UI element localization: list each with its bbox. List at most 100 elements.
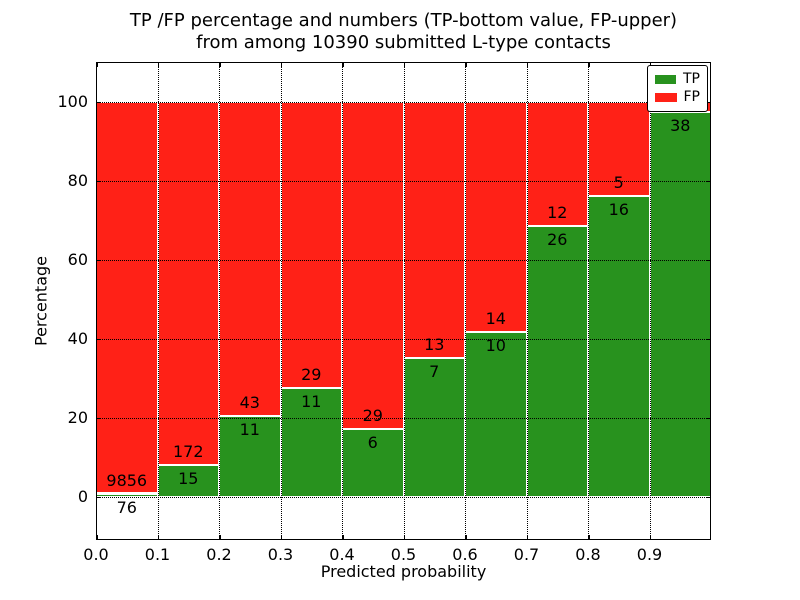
x-tick-mark <box>157 62 159 67</box>
tp-count-label: 15 <box>178 468 199 488</box>
x-tick-mark <box>219 62 221 67</box>
x-tick-mark <box>403 535 405 540</box>
tp-count-label: 11 <box>239 420 260 440</box>
x-tick-label: 0.7 <box>513 545 540 564</box>
x-tick-mark <box>280 62 282 67</box>
y-tick-mark <box>706 417 711 420</box>
bar-segment-tp <box>403 358 465 497</box>
bar-segment-tp <box>526 226 588 497</box>
y-tick-mark <box>706 496 711 499</box>
x-tick-label: 0.6 <box>452 545 478 564</box>
fp-count-label: 5 <box>613 172 624 192</box>
v-gridline <box>219 62 220 540</box>
fp-count-label: 9856 <box>106 470 148 490</box>
bar-segment-tp <box>280 387 342 497</box>
tp-count-label: 11 <box>301 391 322 411</box>
y-tick-mark <box>706 101 711 103</box>
x-tick-mark <box>465 62 467 67</box>
fp-count-label: 14 <box>485 308 506 328</box>
chart-title: TP /FP percentage and numbers (TP-bottom… <box>96 10 711 54</box>
v-gridline <box>465 62 466 540</box>
bar-segment-tp <box>157 464 219 497</box>
legend-label-fp: FP <box>683 89 701 106</box>
tp-count-label: 26 <box>547 230 568 250</box>
fp-count-label: 172 <box>172 441 204 461</box>
x-tick-label: 0.9 <box>636 545 663 564</box>
fp-count-label: 43 <box>239 393 260 413</box>
y-tick-mark <box>706 180 711 182</box>
fp-count-label: 12 <box>547 203 568 223</box>
chart-title-line1: TP /FP percentage and numbers (TP-bottom… <box>129 10 678 31</box>
fp-count-label: 29 <box>301 364 322 384</box>
v-gridline <box>342 62 343 540</box>
y-tick-label: 100 <box>57 91 88 111</box>
x-tick-label: 0.4 <box>329 545 355 564</box>
tp-count-label: 38 <box>670 115 691 135</box>
x-tick-mark <box>342 62 344 67</box>
x-tick-mark <box>526 535 528 540</box>
y-tick-mark <box>96 496 101 499</box>
legend-entry-fp: FP <box>655 90 700 105</box>
tp-count-label: 7 <box>429 362 440 382</box>
x-tick-label: 0.0 <box>83 545 109 564</box>
bar-segment-tp <box>465 331 527 497</box>
x-tick-mark <box>96 535 98 540</box>
bar-segment-fp <box>157 101 219 465</box>
bar-segment-fp <box>280 101 342 388</box>
x-tick-label: 0.8 <box>575 545 601 564</box>
tp-count-label: 6 <box>367 432 378 452</box>
x-tick-mark <box>465 535 467 540</box>
v-gridline <box>157 62 159 540</box>
bar-segment-fp <box>588 101 650 196</box>
y-tick-mark <box>96 180 101 182</box>
y-tick-label: 20 <box>67 407 88 427</box>
legend-swatch-fp-icon <box>655 93 677 103</box>
x-tick-label: 0.3 <box>267 545 294 564</box>
bar-segment-fp <box>403 101 465 359</box>
v-gridline <box>526 62 528 540</box>
v-gridline <box>649 62 651 540</box>
v-gridline <box>403 62 405 540</box>
v-gridline <box>280 62 282 540</box>
v-gridline <box>588 62 589 540</box>
x-tick-mark <box>157 535 159 540</box>
x-tick-label: 0.1 <box>144 545 171 564</box>
fp-count-label: 13 <box>424 335 445 355</box>
bar-segment-fp <box>96 101 158 494</box>
bar-segment-fp <box>342 101 404 429</box>
plot-area: 9856 76 172 15 43 11 29 11 29 6 13 7 14 10 12 26 5 16 38 <box>96 62 711 540</box>
x-tick-mark <box>526 62 528 67</box>
x-tick-mark <box>280 535 282 540</box>
tp-count-label: 10 <box>485 335 506 355</box>
y-axis-label: Percentage <box>31 256 51 347</box>
x-tick-mark <box>96 62 98 67</box>
x-tick-mark <box>649 62 651 67</box>
y-tick-mark <box>96 101 101 103</box>
y-tick-mark <box>96 417 101 420</box>
x-tick-label: 0.2 <box>206 545 232 564</box>
bar-segment-fp <box>465 101 527 332</box>
x-tick-mark <box>649 535 651 540</box>
x-tick-mark <box>219 535 221 540</box>
bar-segment-tp <box>588 195 650 497</box>
bar-segment-tp <box>649 111 711 497</box>
tp-count-label: 16 <box>608 199 629 219</box>
y-tick-mark <box>96 259 101 262</box>
x-tick-label: 0.5 <box>390 545 417 564</box>
y-tick-mark <box>706 338 711 341</box>
x-tick-mark <box>403 62 405 67</box>
tp-count-label: 76 <box>116 497 137 517</box>
bar-segment-tp <box>219 416 281 497</box>
legend-label-tp: TP <box>683 70 700 87</box>
y-tick-label: 40 <box>67 328 88 348</box>
y-tick-label: 60 <box>67 249 88 269</box>
fp-count-label: 29 <box>362 405 383 425</box>
bar-segment-fp <box>526 101 588 227</box>
x-axis-label: Predicted probability <box>320 562 487 581</box>
legend: TP FP <box>647 65 708 112</box>
y-tick-label: 80 <box>67 170 88 190</box>
y-tick-mark <box>96 338 101 341</box>
x-tick-mark <box>588 535 590 540</box>
y-tick-mark <box>706 259 711 262</box>
